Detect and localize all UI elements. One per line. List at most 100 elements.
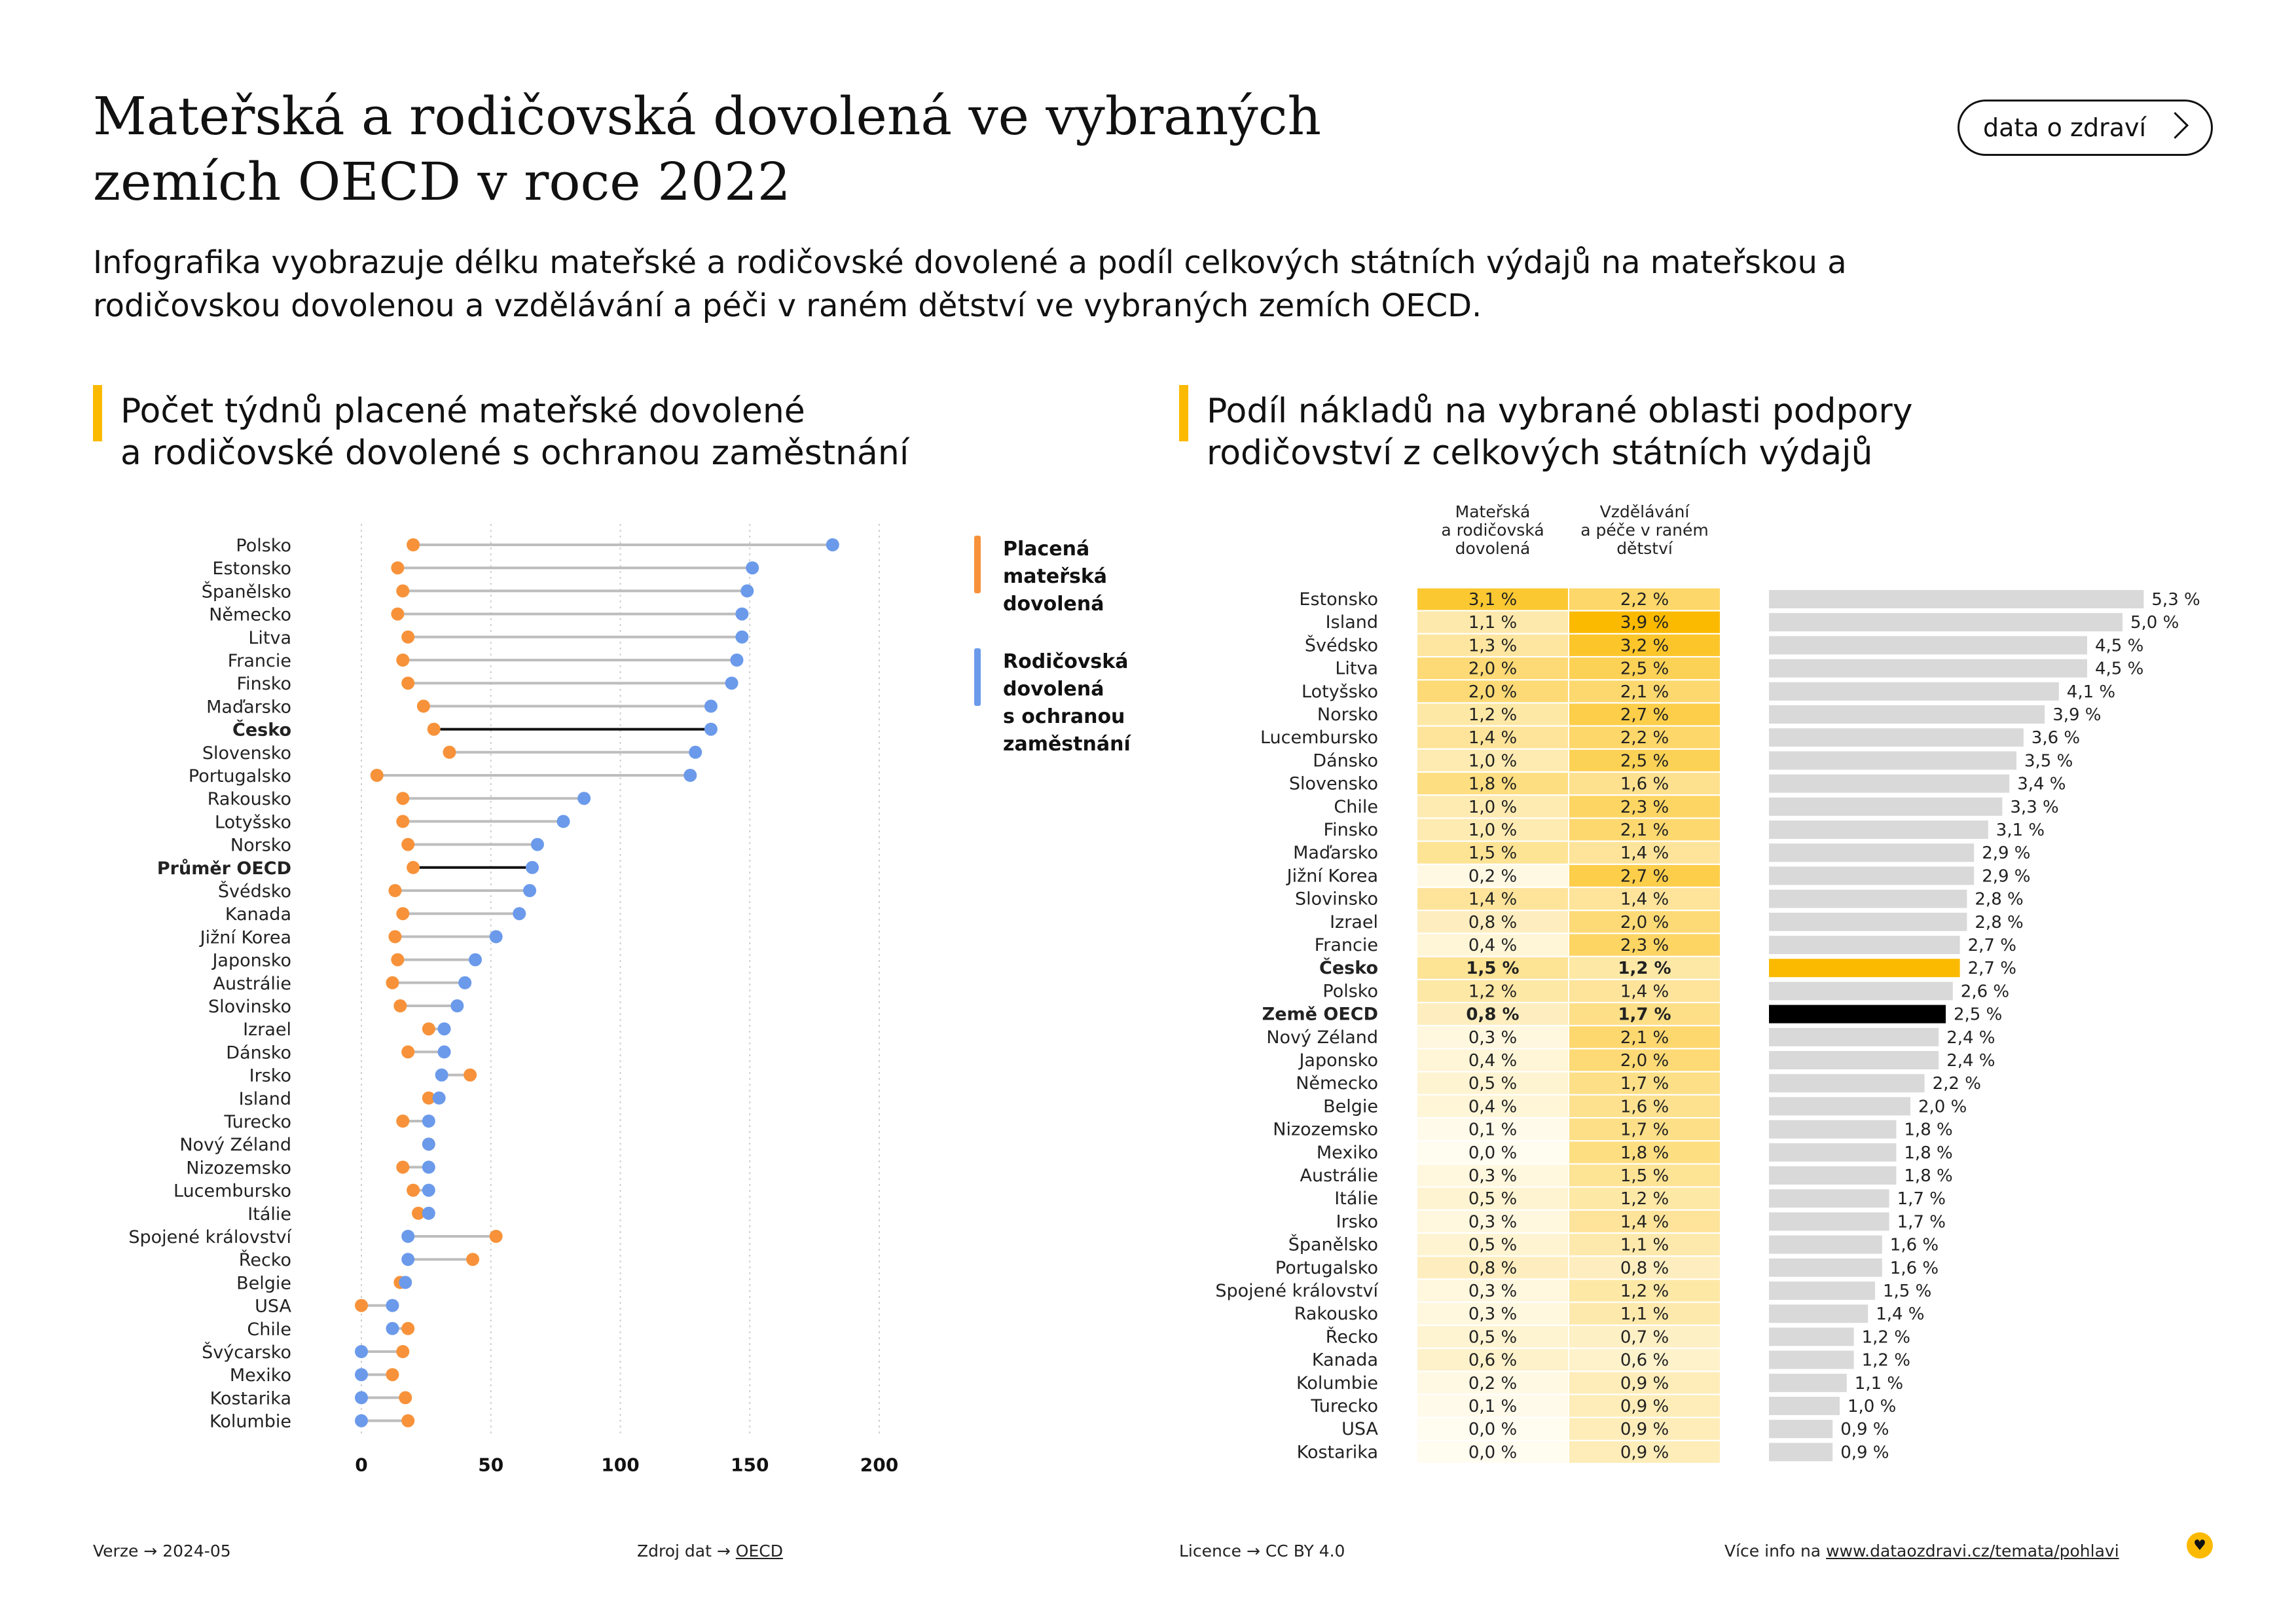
- ecec-cell: [1569, 1418, 1720, 1440]
- leave-cell: [1417, 911, 1568, 933]
- leave-value: 0,3 %: [1468, 1282, 1517, 1301]
- parental-point: [386, 1321, 399, 1335]
- parental-point: [735, 607, 749, 621]
- leave-cell: [1417, 1395, 1568, 1417]
- data-o-zdravi-button[interactable]: data o zdraví: [1958, 100, 2213, 156]
- country-label: Španělsko: [202, 581, 291, 602]
- total-bar: [1769, 705, 2045, 724]
- country-label: Kanada: [225, 904, 291, 925]
- leave-value: 1,0 %: [1468, 751, 1517, 771]
- ecec-cell: [1569, 888, 1720, 910]
- maternity-point: [401, 1414, 415, 1428]
- country-label: Japonsko: [211, 951, 291, 971]
- total-bar: [1769, 1373, 1847, 1392]
- country-label: Izrael: [1330, 912, 1378, 932]
- maternity-point: [396, 1160, 410, 1174]
- total-value-label: 1,8 %: [1904, 1143, 1952, 1163]
- leave-cell: [1417, 957, 1568, 979]
- ecec-value: 1,6 %: [1620, 775, 1669, 794]
- total-value-label: 3,9 %: [2052, 705, 2101, 725]
- total-bar: [1769, 982, 1953, 1001]
- total-value-label: 0,9 %: [1840, 1443, 1889, 1462]
- ecec-value: 2,0 %: [1620, 1051, 1669, 1071]
- parental-point: [489, 930, 503, 944]
- country-label: Slovinsko: [208, 997, 291, 1017]
- ecec-cell: [1569, 1441, 1720, 1463]
- leave-cell: [1417, 1164, 1568, 1187]
- ecec-cell: [1569, 1395, 1720, 1417]
- ecec-value: 2,5 %: [1620, 659, 1669, 679]
- maternity-point: [396, 792, 410, 805]
- country-label: Švédsko: [218, 881, 291, 902]
- total-bar: [1769, 912, 1967, 931]
- left-section-accent-bar: [93, 385, 102, 441]
- country-label: Island: [1326, 612, 1378, 633]
- x-tick-label: 100: [601, 1454, 639, 1476]
- footer-source-link[interactable]: OECD: [735, 1541, 783, 1560]
- country-label: Polsko: [236, 536, 291, 556]
- ecec-cell: [1569, 1095, 1720, 1117]
- country-label: Nový Zéland: [1266, 1027, 1378, 1048]
- leave-value: 1,5 %: [1466, 959, 1519, 978]
- ecec-value: 2,0 %: [1620, 913, 1669, 932]
- leave-value: 0,0 %: [1468, 1143, 1517, 1163]
- page-title: Mateřská a rodičovská dovolená ve vybran…: [93, 86, 1322, 212]
- ecec-cell: [1569, 680, 1720, 703]
- total-bar: [1769, 613, 2123, 632]
- parental-point: [422, 1115, 435, 1128]
- total-bar: [1769, 1074, 1925, 1093]
- country-label: Turecko: [223, 1112, 291, 1132]
- column-header-line: dovolená: [1455, 539, 1531, 558]
- total-bar: [1769, 1304, 1868, 1323]
- parental-point: [689, 745, 702, 759]
- leave-cell: [1417, 1141, 1568, 1164]
- parental-point: [355, 1345, 368, 1358]
- ecec-value: 1,4 %: [1620, 843, 1669, 863]
- column-header-line: a péče v raném: [1580, 521, 1709, 540]
- ecec-value: 0,9 %: [1620, 1443, 1669, 1462]
- country-label: Rakousko: [208, 789, 291, 809]
- leave-cell: [1417, 1003, 1568, 1025]
- ecec-value: 1,5 %: [1620, 1166, 1669, 1186]
- total-bar: [1769, 1120, 1897, 1139]
- maternity-point: [391, 607, 405, 621]
- country-label: Spojené království: [128, 1227, 292, 1247]
- footer-license-label: Licence: [1179, 1541, 1241, 1560]
- total-value-label: 1,2 %: [1862, 1327, 1910, 1347]
- leave-value: 0,2 %: [1468, 1374, 1517, 1393]
- leave-cell: [1417, 588, 1568, 610]
- total-bar: [1769, 1327, 1854, 1346]
- leave-cell: [1417, 1026, 1568, 1048]
- ecec-cell: [1569, 1026, 1720, 1048]
- footer-info-link[interactable]: www.dataozdravi.cz/temata/pohlavi: [1826, 1541, 2119, 1560]
- legend-parental-swatch: [974, 648, 981, 706]
- maternity-point: [396, 1115, 410, 1128]
- country-label: Irsko: [1336, 1211, 1378, 1232]
- maternity-point: [401, 1045, 415, 1059]
- country-label: Litva: [248, 628, 291, 648]
- country-label: Švédsko: [1305, 635, 1378, 655]
- total-bar: [1769, 751, 2016, 770]
- arrow-right-icon: →: [1246, 1541, 1260, 1560]
- ecec-value: 0,9 %: [1620, 1374, 1669, 1393]
- ecec-value: 1,8 %: [1620, 1143, 1669, 1163]
- total-value-label: 2,4 %: [1946, 1051, 1995, 1071]
- maternity-point: [401, 1321, 415, 1335]
- ecec-value: 3,2 %: [1620, 636, 1669, 655]
- leave-value: 1,8 %: [1468, 775, 1517, 794]
- total-value-label: 1,2 %: [1862, 1351, 1910, 1371]
- ecec-value: 1,6 %: [1620, 1097, 1669, 1116]
- maternity-point: [399, 1391, 412, 1405]
- ecec-cell: [1569, 1187, 1720, 1209]
- ecec-cell: [1569, 1072, 1720, 1094]
- country-label: Kostarika: [210, 1388, 291, 1409]
- country-label: Norsko: [1317, 705, 1378, 725]
- country-label: Mexiko: [230, 1365, 291, 1386]
- total-bar: [1769, 959, 1960, 978]
- leave-value: 0,8 %: [1466, 1005, 1519, 1025]
- parental-point: [422, 1160, 435, 1174]
- leave-cell: [1417, 1325, 1568, 1348]
- total-value-label: 4,5 %: [2095, 636, 2143, 655]
- ecec-cell: [1569, 1003, 1720, 1025]
- column-header: Mateřská a rodičovská dovolená: [1441, 502, 1544, 558]
